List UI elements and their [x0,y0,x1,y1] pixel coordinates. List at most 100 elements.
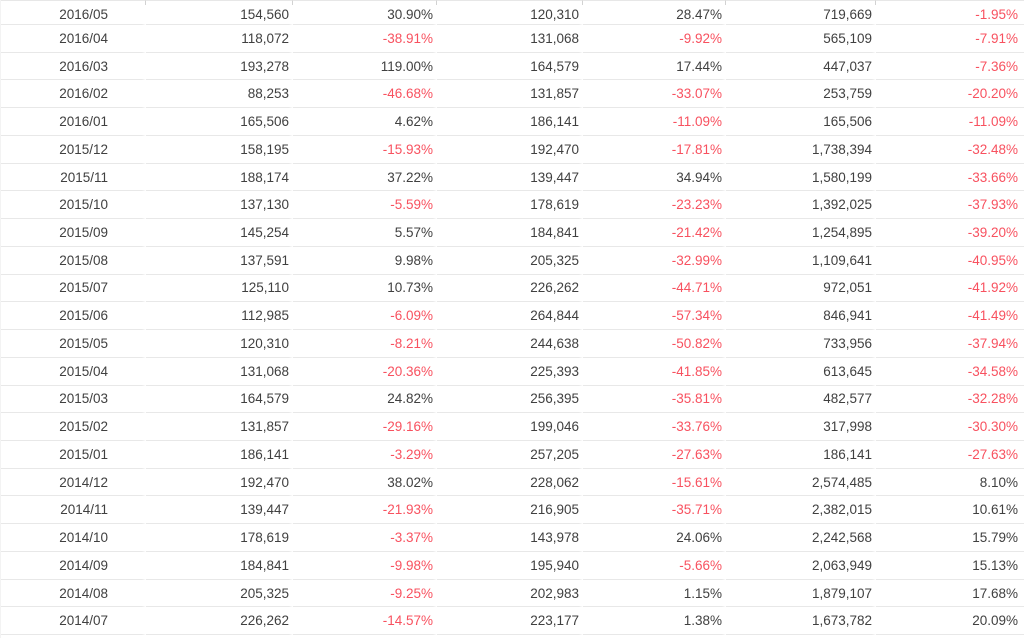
cell-prior-year-value: 226,262 [437,274,583,303]
cell-cumulative-value: 482,577 [726,385,876,414]
cell-cumulative-pct: 17.68% [876,580,1024,608]
cell-date: 2015/08 [1,246,146,275]
cell-prior-year-value: 202,983 [437,579,583,608]
cell-cumulative-value: 565,109 [726,25,876,53]
cell-monthly-value: 125,110 [146,274,293,303]
cell-date: 2014/08 [1,579,146,608]
header-remnant-row [1,0,1024,5]
cell-date: 2015/09 [1,219,146,247]
cell-cumulative-value: 1,879,107 [726,579,876,608]
cell-date: 2014/07 [1,607,146,636]
cell-prior-year-value: 164,579 [437,52,583,81]
cell-cumulative-value: 2,242,568 [726,524,876,552]
cell-cumulative-pct: 8.10% [876,469,1024,497]
cell-date: 2015/12 [1,135,146,164]
cell-prior-year-value: 225,393 [437,357,583,386]
cell-date: 2015/04 [1,357,146,386]
cell-date: 2016/05 [1,5,146,25]
table-row: 2014/09 184,841 -9.98% 195,940 -5.66% 2,063,9… [1,551,1024,580]
cell-yoy-pct: 28.47% [583,5,726,25]
cell-cumulative-value: 1,673,782 [726,607,876,636]
cell-yoy-pct: 17.44% [583,52,726,81]
cell-prior-year-value: 131,068 [437,25,583,53]
cell-mom-pct: 4.62% [293,108,437,136]
cell-monthly-value: 131,857 [146,413,293,442]
cell-date: 2016/02 [1,80,146,109]
table-row: 2014/10 178,619 -3.37% 143,978 24.06% 2,242,5… [1,524,1024,552]
column-divider-tick [437,0,583,5]
cell-yoy-pct: -32.99% [583,246,726,275]
cell-cumulative-value: 733,956 [726,330,876,358]
cell-mom-pct: -20.36% [293,357,437,386]
cell-monthly-value: 120,310 [146,330,293,358]
table-row: 2015/05 120,310 -8.21% 244,638 -50.82% 733,95… [1,330,1024,358]
cell-cumulative-value: 972,051 [726,274,876,303]
cell-cumulative-value: 317,998 [726,413,876,442]
table-row: 2015/06 112,985 -6.09% 264,844 -57.34% 846,94… [1,302,1024,331]
cell-cumulative-pct: -32.48% [876,136,1024,164]
cell-yoy-pct: -27.63% [583,441,726,469]
cell-yoy-pct: -15.61% [583,468,726,497]
column-divider-tick [1,0,146,5]
cell-date: 2016/01 [1,108,146,136]
cell-prior-year-value: 131,857 [437,80,583,109]
cell-monthly-value: 139,447 [146,496,293,525]
cell-monthly-value: 88,253 [146,80,293,109]
cell-monthly-value: 205,325 [146,579,293,608]
table-row: 2014/07 226,262 -14.57% 223,177 1.38% 1,673,7… [1,607,1024,636]
cell-cumulative-pct: 10.61% [876,496,1024,525]
cell-mom-pct: 37.22% [293,163,437,192]
cell-cumulative-pct: -41.92% [876,275,1024,303]
table-row: 2016/03 193,278 119.00% 164,579 17.44% 447,03… [1,52,1024,81]
cell-prior-year-value: 256,395 [437,385,583,414]
table-row: 2015/07 125,110 10.73% 226,262 -44.71% 972,05… [1,274,1024,303]
cell-date: 2015/05 [1,330,146,358]
cell-cumulative-pct: -41.49% [876,302,1024,331]
cell-mom-pct: -38.91% [293,25,437,53]
cell-monthly-value: 118,072 [146,25,293,53]
cell-cumulative-pct: -32.28% [876,386,1024,414]
cell-mom-pct: -29.16% [293,413,437,442]
cell-monthly-value: 184,841 [146,551,293,580]
cell-cumulative-pct: 15.13% [876,552,1024,580]
table-row: 2014/11 139,447 -21.93% 216,905 -35.71% 2,382… [1,496,1024,525]
cell-monthly-value: 154,560 [146,5,293,25]
cell-cumulative-value: 1,109,641 [726,246,876,275]
cell-monthly-value: 164,579 [146,385,293,414]
cell-yoy-pct: -17.81% [583,135,726,164]
cell-cumulative-value: 2,063,949 [726,551,876,580]
cell-yoy-pct: 34.94% [583,163,726,192]
cell-yoy-pct: -35.81% [583,385,726,414]
cell-cumulative-pct: -1.95% [876,5,1024,25]
cell-monthly-value: 188,174 [146,163,293,192]
cell-yoy-pct: -5.66% [583,551,726,580]
cell-mom-pct: -46.68% [293,80,437,109]
cell-cumulative-value: 186,141 [726,441,876,469]
cell-cumulative-pct: -30.30% [876,413,1024,442]
table-row: 2016/02 88,253 -46.68% 131,857 -33.07% 253,75… [1,80,1024,109]
table-row: 2016/05 154,560 30.90% 120,310 28.47% 719,669… [1,5,1024,25]
cell-monthly-value: 192,470 [146,468,293,497]
table-row: 2015/10 137,130 -5.59% 178,619 -23.23% 1,392,… [1,191,1024,220]
cell-yoy-pct: -33.07% [583,80,726,109]
cell-cumulative-pct: -11.09% [876,108,1024,136]
cell-cumulative-pct: -7.91% [876,25,1024,53]
table-row: 2015/04 131,068 -20.36% 225,393 -41.85% 613,6… [1,357,1024,386]
table-row: 2015/09 145,254 5.57% 184,841 -21.42% 1,254,8… [1,219,1024,247]
cell-monthly-value: 137,591 [146,246,293,275]
column-divider-tick [726,0,876,5]
cell-date: 2015/03 [1,385,146,414]
cell-cumulative-value: 447,037 [726,52,876,81]
cell-cumulative-pct: -7.36% [876,53,1024,81]
cell-cumulative-value: 165,506 [726,108,876,136]
cell-monthly-value: 178,619 [146,524,293,552]
cell-mom-pct: 119.00% [293,52,437,81]
column-divider-tick [876,0,1024,5]
cell-cumulative-pct: 15.79% [876,524,1024,552]
cell-cumulative-pct: -40.95% [876,247,1024,275]
cell-yoy-pct: -23.23% [583,191,726,220]
table-row: 2015/12 158,195 -15.93% 192,470 -17.81% 1,738… [1,135,1024,164]
cell-prior-year-value: 120,310 [437,5,583,25]
cell-cumulative-pct: -37.93% [876,191,1024,220]
